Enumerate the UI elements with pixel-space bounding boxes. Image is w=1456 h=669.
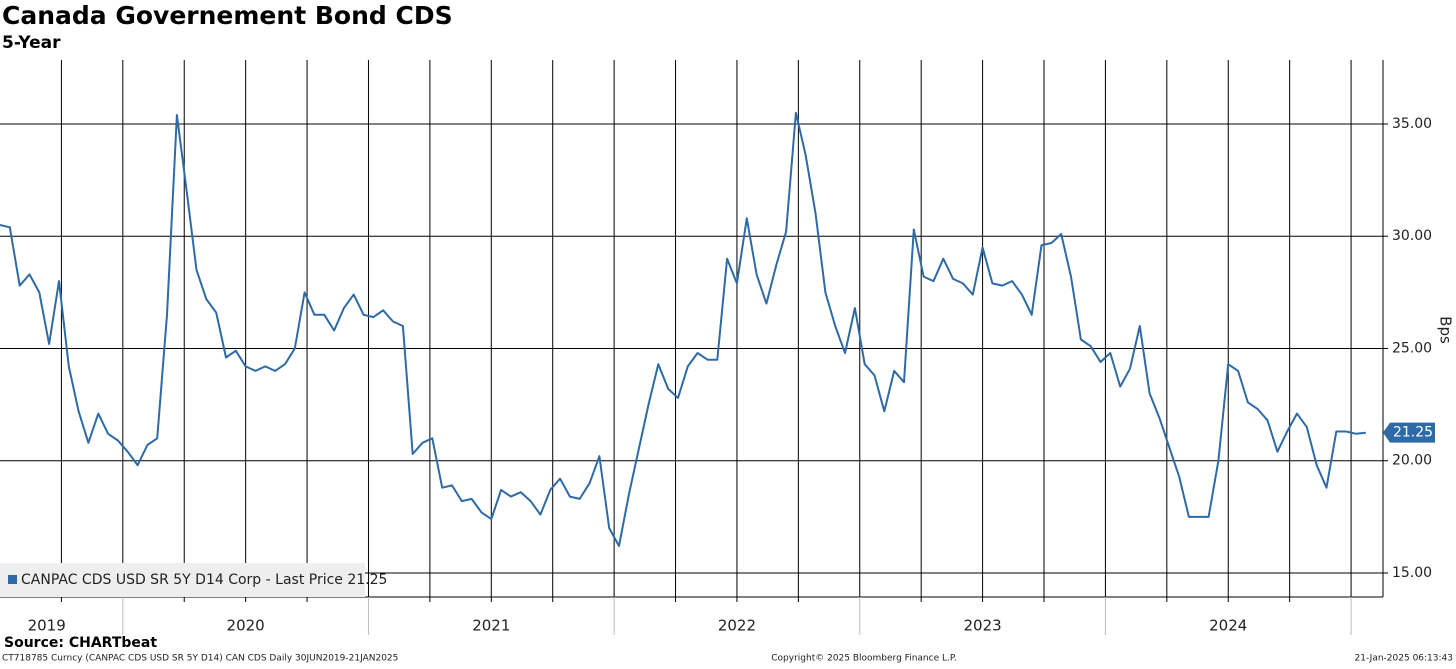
y-tick-label: 20.00 [1392, 453, 1432, 469]
legend-label: CANPAC CDS USD SR 5Y D14 Corp - Last Pri… [21, 572, 387, 588]
x-tick-label: 2022 [718, 617, 756, 635]
legend [0, 563, 365, 597]
chart-title: Canada Governement Bond CDS [2, 1, 453, 30]
footer-center: Copyright© 2025 Bloomberg Finance L.P. [771, 654, 956, 664]
line [0, 111, 1366, 547]
y-tick-label: 30.00 [1392, 228, 1432, 244]
x-tick-label: 2024 [1209, 617, 1247, 635]
x-tick-label: 2023 [963, 617, 1001, 635]
x-tick-label: 2019 [28, 617, 66, 635]
y-tick-label: 25.00 [1392, 340, 1432, 356]
last-value-badge [1383, 422, 1435, 443]
grid [0, 60, 1383, 597]
footer-right: 21-Jan-2025 06:13:43 [1354, 654, 1453, 664]
source: Source: CHARTbeat [4, 635, 157, 651]
chart-subtitle: 5-Year [2, 33, 61, 53]
y-tick-label: 35.00 [1392, 116, 1432, 132]
x-tick-label: 2021 [472, 617, 510, 635]
x-tick-label: 2020 [227, 617, 265, 635]
y-axis-label: Bps [1437, 316, 1455, 344]
last-value-label: 21.25 [1393, 425, 1433, 441]
y-tick-label: 15.00 [1392, 565, 1432, 581]
legend-swatch [8, 575, 17, 584]
footer-left: CT718785 Curncy (CANPAC CDS USD SR 5Y D1… [2, 654, 398, 664]
